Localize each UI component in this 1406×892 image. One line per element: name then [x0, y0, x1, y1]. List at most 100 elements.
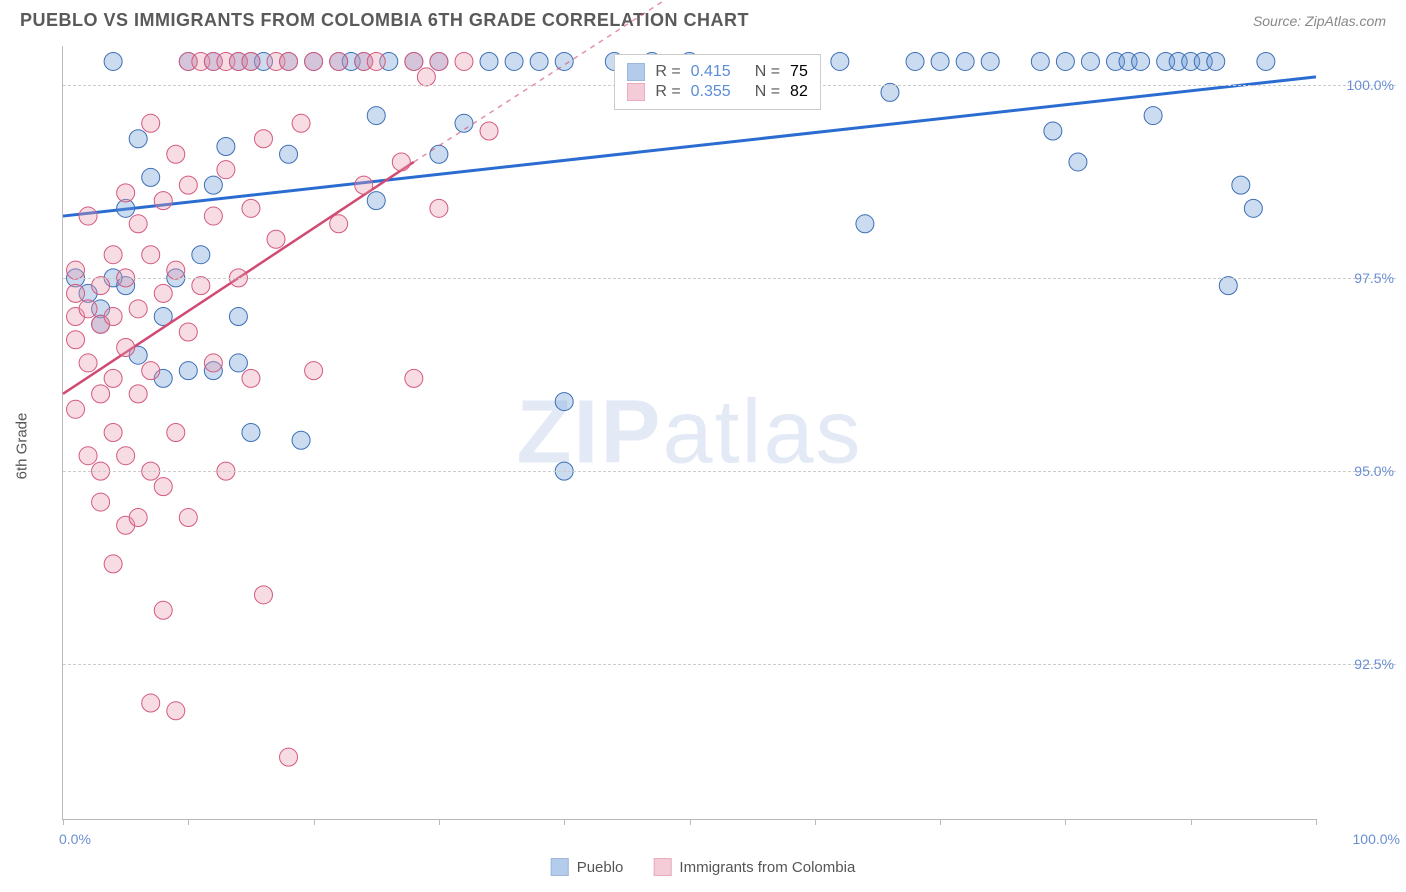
data-point-colombia [417, 68, 435, 86]
data-point-pueblo [104, 52, 122, 70]
x-axis-max-label: 100.0% [1353, 831, 1400, 847]
x-tick [1065, 819, 1066, 825]
data-point-pueblo [555, 393, 573, 411]
data-point-pueblo [367, 192, 385, 210]
data-point-pueblo [480, 52, 498, 70]
data-point-colombia [330, 215, 348, 233]
data-point-colombia [129, 300, 147, 318]
data-point-pueblo [192, 246, 210, 264]
data-point-pueblo [1081, 52, 1099, 70]
legend-n-label: N = [755, 83, 780, 101]
series-legend: Pueblo Immigrants from Colombia [551, 858, 856, 876]
legend-n-label: N = [755, 63, 780, 81]
data-point-colombia [67, 284, 85, 302]
legend-n-value: 82 [790, 83, 808, 101]
data-point-colombia [242, 52, 260, 70]
chart-plot-area: ZIPatlas R = 0.415N = 75R = 0.355N = 82 … [62, 46, 1316, 820]
legend-swatch-icon [627, 63, 645, 81]
data-point-pueblo [142, 168, 160, 186]
legend-r-label: R = [655, 83, 680, 101]
x-tick [188, 819, 189, 825]
legend-n-value: 75 [790, 63, 808, 81]
data-point-colombia [104, 369, 122, 387]
y-tick-label: 97.5% [1324, 270, 1394, 286]
data-point-pueblo [1069, 153, 1087, 171]
data-point-pueblo [505, 52, 523, 70]
gridline-h [63, 471, 1396, 472]
x-tick [1316, 819, 1317, 825]
data-point-colombia [367, 52, 385, 70]
data-point-colombia [154, 478, 172, 496]
data-point-pueblo [956, 52, 974, 70]
data-point-colombia [267, 230, 285, 248]
data-point-colombia [92, 385, 110, 403]
data-point-pueblo [530, 52, 548, 70]
data-point-pueblo [555, 52, 573, 70]
data-point-colombia [79, 207, 97, 225]
data-point-colombia [117, 184, 135, 202]
data-point-colombia [480, 122, 498, 140]
data-point-colombia [104, 424, 122, 442]
legend-r-value: 0.415 [691, 63, 731, 81]
scatter-plot-svg [63, 46, 1316, 819]
data-point-pueblo [1044, 122, 1062, 140]
data-point-pueblo [242, 424, 260, 442]
series-legend-item-colombia: Immigrants from Colombia [653, 858, 855, 876]
data-point-colombia [242, 369, 260, 387]
data-point-colombia [405, 369, 423, 387]
x-tick [439, 819, 440, 825]
x-tick [564, 819, 565, 825]
data-point-colombia [104, 308, 122, 326]
legend-swatch-icon [653, 858, 671, 876]
x-tick [815, 819, 816, 825]
data-point-pueblo [1144, 107, 1162, 125]
data-point-colombia [129, 509, 147, 527]
data-point-colombia [117, 447, 135, 465]
data-point-colombia [217, 161, 235, 179]
data-point-pueblo [1232, 176, 1250, 194]
data-point-colombia [280, 748, 298, 766]
series-legend-label: Immigrants from Colombia [679, 859, 855, 876]
x-axis-min-label: 0.0% [59, 831, 91, 847]
data-point-pueblo [292, 431, 310, 449]
y-tick-label: 95.0% [1324, 463, 1394, 479]
data-point-pueblo [129, 130, 147, 148]
data-point-colombia [192, 277, 210, 295]
data-point-colombia [280, 52, 298, 70]
data-point-pueblo [229, 308, 247, 326]
data-point-colombia [117, 338, 135, 356]
data-point-colombia [79, 354, 97, 372]
data-point-colombia [129, 385, 147, 403]
data-point-colombia [305, 362, 323, 380]
data-point-colombia [67, 261, 85, 279]
series-legend-label: Pueblo [577, 859, 624, 876]
x-tick [63, 819, 64, 825]
legend-r-label: R = [655, 63, 680, 81]
data-point-colombia [92, 277, 110, 295]
data-point-pueblo [280, 145, 298, 163]
x-tick [690, 819, 691, 825]
data-point-pueblo [367, 107, 385, 125]
data-point-colombia [167, 424, 185, 442]
data-point-colombia [330, 52, 348, 70]
data-point-colombia [92, 493, 110, 511]
data-point-pueblo [856, 215, 874, 233]
data-point-pueblo [1031, 52, 1049, 70]
data-point-colombia [305, 52, 323, 70]
data-point-colombia [104, 246, 122, 264]
data-point-colombia [179, 323, 197, 341]
data-point-colombia [405, 52, 423, 70]
series-legend-item-pueblo: Pueblo [551, 858, 624, 876]
data-point-colombia [292, 114, 310, 132]
data-point-colombia [79, 447, 97, 465]
data-point-pueblo [430, 145, 448, 163]
data-point-colombia [204, 207, 222, 225]
legend-row-pueblo: R = 0.415 N = 75 [627, 63, 808, 81]
data-point-pueblo [179, 362, 197, 380]
correlation-legend-box: R = 0.415 N = 75 R = 0.355 N = 82 [614, 54, 821, 110]
data-point-colombia [154, 284, 172, 302]
data-point-pueblo [1207, 52, 1225, 70]
legend-r-value: 0.355 [691, 83, 731, 101]
legend-swatch-icon [551, 858, 569, 876]
data-point-pueblo [881, 83, 899, 101]
